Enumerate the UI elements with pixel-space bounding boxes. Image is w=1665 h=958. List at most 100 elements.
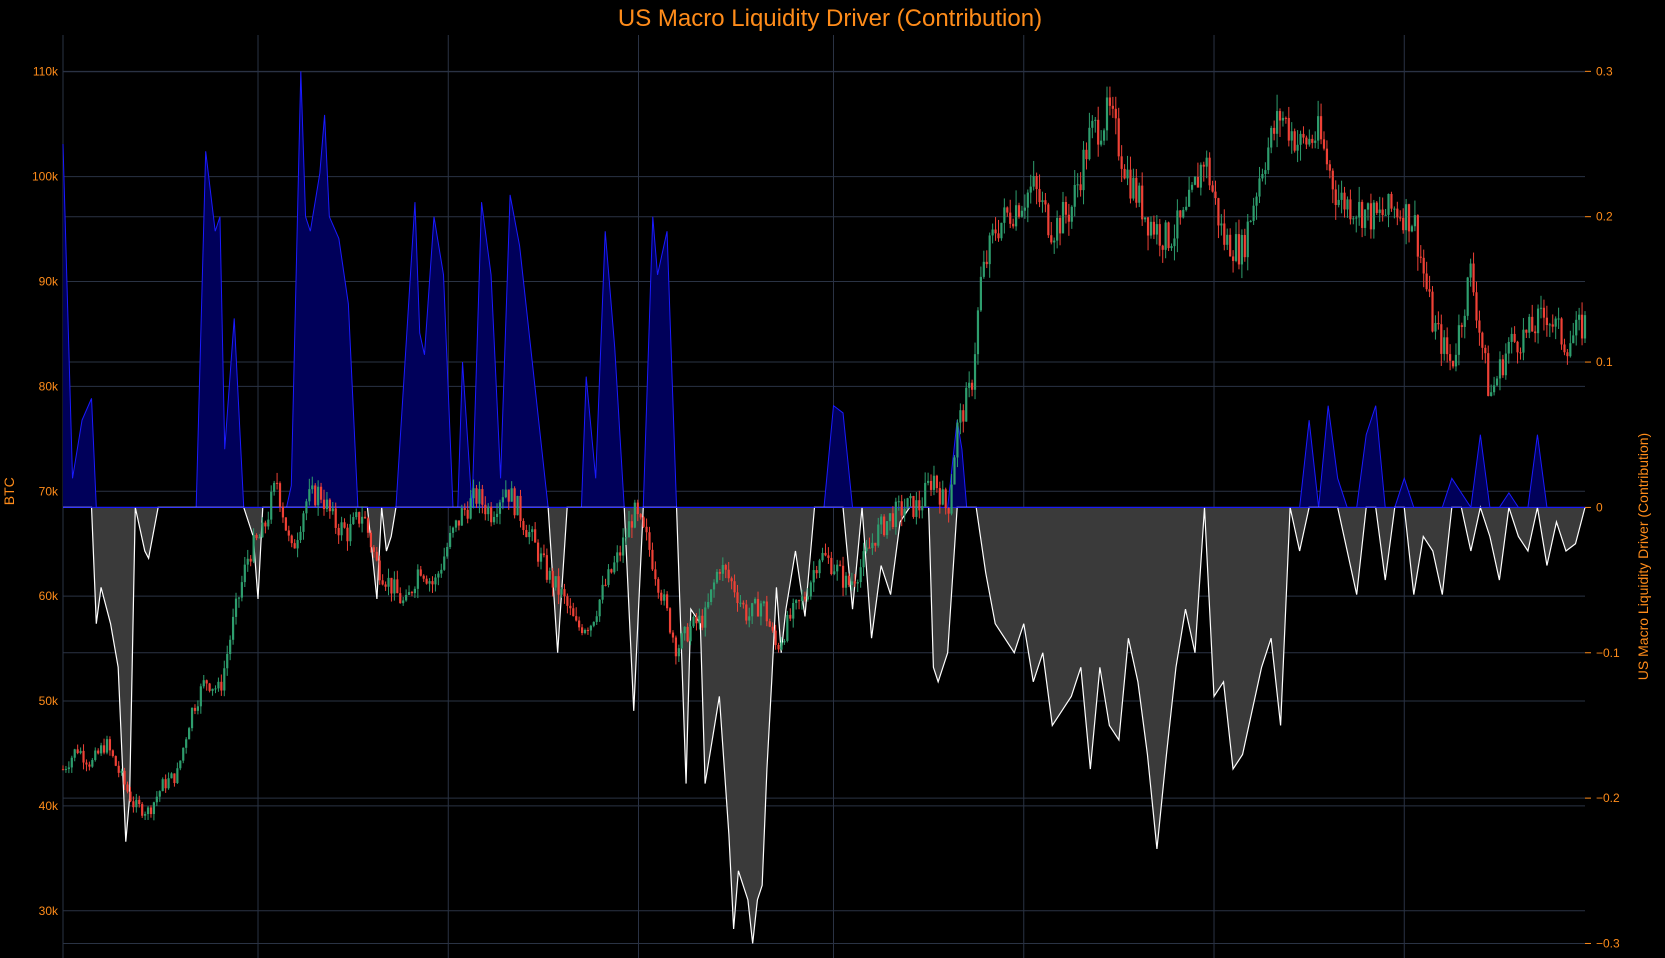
candle-body (841, 565, 845, 588)
candle-body (331, 508, 334, 512)
candle-body (1067, 214, 1070, 222)
candle-body (836, 564, 839, 572)
candle-body (1047, 204, 1050, 236)
candle (457, 520, 460, 531)
candle (281, 502, 285, 523)
candle-body (633, 502, 636, 528)
candle-body (970, 382, 974, 390)
candle (824, 543, 827, 557)
candle (199, 683, 202, 714)
candle (1583, 311, 1587, 344)
candle-body (715, 571, 719, 583)
candle (525, 524, 528, 538)
candle (1363, 209, 1367, 236)
candle-body (1331, 170, 1334, 190)
candle-body (390, 577, 393, 594)
candle-body (188, 728, 191, 740)
candle-body (1050, 235, 1053, 243)
candle (1164, 220, 1167, 259)
candle-body (1196, 176, 1200, 188)
candle (422, 574, 425, 582)
candle-body (513, 488, 516, 516)
candle (428, 578, 431, 592)
candle-body (343, 522, 346, 528)
candle-body (123, 770, 126, 785)
candle-body (809, 582, 812, 597)
candle-body (431, 581, 434, 585)
candle (1407, 203, 1411, 243)
candle (1114, 96, 1117, 135)
candle (592, 621, 595, 628)
candle-body (325, 499, 329, 510)
candle-body (965, 387, 968, 422)
candle-body (1261, 173, 1264, 179)
candle (730, 576, 733, 590)
candle (504, 480, 507, 499)
candle (1299, 130, 1302, 161)
candle (138, 795, 141, 808)
right-axis-title: US Macro Liquidity Driver (Contribution) (1635, 433, 1651, 680)
candle-body (1190, 184, 1194, 190)
candle (1138, 182, 1141, 208)
candle-body (906, 498, 909, 509)
candle-body (903, 508, 906, 516)
candle (786, 610, 789, 643)
candle-body (85, 762, 88, 765)
candle-body (642, 517, 645, 527)
candle-body (202, 680, 205, 687)
candle (783, 638, 786, 645)
candle (654, 561, 657, 586)
candle (1487, 345, 1490, 397)
candle-body (1466, 277, 1469, 316)
candle-body (261, 522, 264, 538)
right-tick-label: −0.3 (1596, 936, 1620, 950)
candle-body (1405, 204, 1408, 231)
candle (416, 564, 419, 599)
candle-body (1516, 341, 1519, 353)
candle (695, 613, 698, 631)
candle-body (865, 547, 868, 552)
candle-body (657, 579, 660, 593)
candle-body (88, 764, 91, 767)
candle-body (1366, 203, 1370, 210)
candle (349, 514, 352, 546)
candle-body (405, 594, 408, 601)
candle (1466, 276, 1469, 321)
candle (314, 483, 317, 507)
candle-body (721, 564, 724, 574)
candle (217, 677, 220, 692)
candle (698, 608, 701, 630)
candle-body (1185, 206, 1188, 210)
candle (176, 762, 179, 785)
candle-body (1231, 256, 1235, 261)
candle-body (1105, 97, 1109, 131)
candle (806, 588, 809, 602)
candle-body (578, 620, 581, 628)
candle-body (806, 596, 809, 600)
candle (1375, 200, 1378, 215)
candle (1410, 224, 1414, 233)
candle-body (82, 750, 85, 763)
candle (478, 481, 481, 514)
candle (853, 574, 856, 587)
candle-body (765, 601, 768, 622)
candle-body (1114, 108, 1117, 119)
candle (129, 786, 132, 803)
candle-body (768, 621, 771, 627)
candle (586, 627, 590, 635)
candle (111, 749, 114, 758)
candle (149, 805, 153, 818)
candle (126, 781, 129, 794)
candle-body (419, 569, 422, 576)
candle-body (1129, 169, 1132, 199)
candle (1478, 310, 1481, 346)
candle (1196, 162, 1200, 188)
candle-body (1490, 392, 1493, 396)
candle-body (627, 521, 631, 538)
candle (742, 600, 745, 609)
candle-body (1214, 191, 1217, 199)
candle (563, 583, 566, 604)
candle-body (1340, 192, 1343, 200)
candle (208, 682, 211, 693)
candle (490, 502, 493, 527)
